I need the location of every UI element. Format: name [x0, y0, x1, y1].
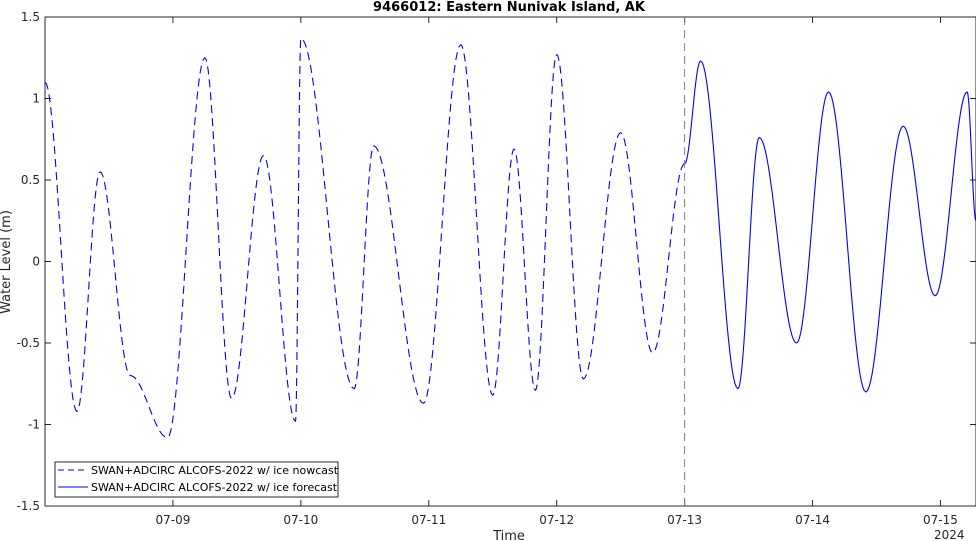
x-axis: 07-09 07-10 07-11 07-12 07-13 07-14 07-15	[155, 17, 958, 527]
x-tick-label: 07-13	[667, 513, 702, 527]
y-axis-label: Water Level (m)	[0, 210, 14, 314]
x-tick-label: 07-15	[923, 513, 958, 527]
x-axis-label: Time	[492, 529, 525, 541]
legend-box	[54, 461, 339, 498]
legend-forecast-label: SWAN+ADCIRC ALCOFS-2022 w/ ice forecast	[91, 481, 338, 494]
y-tick-label: -1.5	[17, 499, 40, 513]
x-tick-label: 07-12	[539, 513, 574, 527]
chart-title: 9466012: Eastern Nunivak Island, AK	[373, 0, 646, 15]
x-tick-label: 07-11	[411, 513, 446, 527]
x-tick-label: 07-14	[795, 513, 830, 527]
series-layer	[44, 37, 976, 439]
y-axis: -1.5 -1 -0.5 0 0.5 1 1.5	[17, 10, 976, 513]
plot-area	[44, 16, 976, 507]
plot-frame	[44, 16, 976, 507]
x-axis-year-label: 2024	[934, 528, 965, 541]
series-line-solid	[684, 60, 976, 393]
legend-nowcast-label: SWAN+ADCIRC ALCOFS-2022 w/ ice nowcast	[91, 464, 339, 477]
y-tick-label: 1	[32, 92, 40, 106]
y-tick-label: 0.5	[21, 173, 40, 187]
x-tick-label: 07-09	[155, 513, 190, 527]
y-tick-label: -1	[28, 418, 40, 432]
y-tick-label: -0.5	[17, 336, 40, 350]
y-tick-label: 0	[32, 255, 40, 269]
y-tick-label: 1.5	[21, 10, 40, 24]
x-tick-label: 07-10	[283, 513, 318, 527]
legend: SWAN+ADCIRC ALCOFS-2022 w/ ice nowcast S…	[54, 461, 339, 498]
